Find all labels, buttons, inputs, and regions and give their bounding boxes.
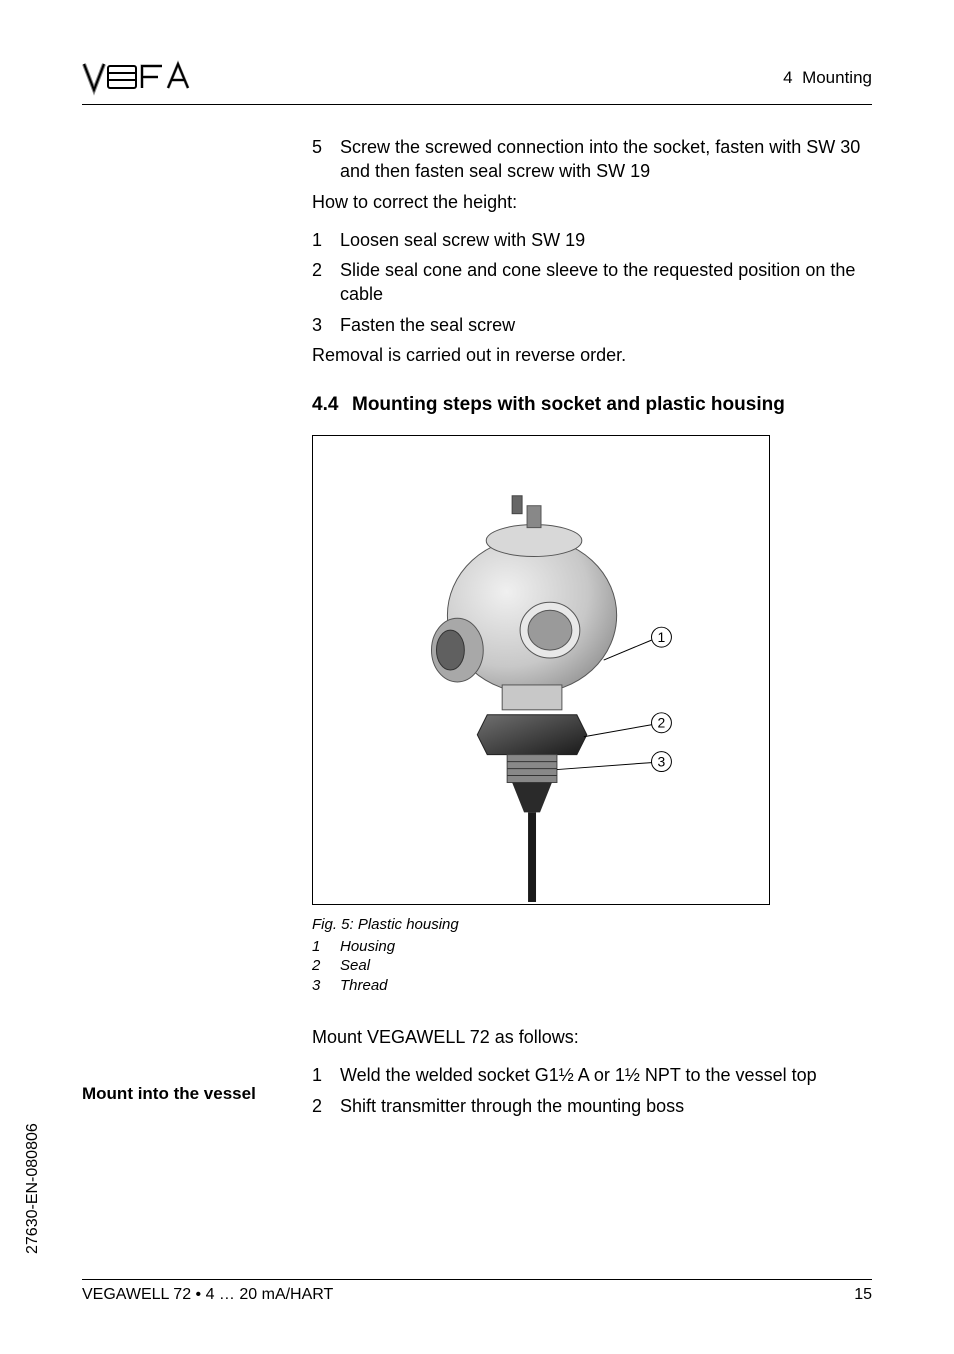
callout-2: 2 [657, 715, 665, 731]
figure-legend-item: 1 Housing [312, 937, 872, 957]
vega-logo [82, 60, 202, 96]
paragraph: Removal is carried out in reverse order. [312, 343, 872, 367]
figure-legend-item: 3 Thread [312, 976, 872, 996]
section-title: Mounting steps with socket and plastic h… [352, 393, 785, 417]
list-item: 3 Fasten the seal screw [312, 313, 872, 337]
side-heading: Mount into the vessel [82, 1084, 256, 1104]
list-item: 2 Shift transmitter through the mounting… [312, 1094, 872, 1118]
list-text: Fasten the seal screw [340, 313, 515, 337]
list-text: Loosen seal screw with SW 19 [340, 228, 585, 252]
section-num: 4.4 [312, 393, 352, 417]
figure-legend-text: Seal [340, 956, 370, 976]
list-num: 3 [312, 313, 340, 337]
figure-legend-num: 2 [312, 956, 340, 976]
list-num: 2 [312, 1094, 340, 1118]
paragraph: Mount VEGAWELL 72 as follows: [312, 1025, 872, 1049]
footer-left: VEGAWELL 72 • 4 … 20 mA/HART [82, 1286, 333, 1304]
figure-legend-text: Thread [340, 976, 388, 996]
figure-legend-item: 2 Seal [312, 956, 872, 976]
list-num: 1 [312, 228, 340, 252]
callout-3: 3 [657, 754, 665, 770]
doc-id: 27630-EN-080806 [24, 1123, 42, 1254]
list-text: Shift transmitter through the mounting b… [340, 1094, 684, 1118]
list-text: Weld the welded socket G1½ A or 1½ NPT t… [340, 1063, 817, 1087]
header-rule [82, 104, 872, 105]
paragraph: How to correct the height: [312, 190, 872, 214]
section-heading: 4.4 Mounting steps with socket and plast… [312, 393, 872, 417]
list-item: 2 Slide seal cone and cone sleeve to the… [312, 258, 872, 307]
page-number: 15 [854, 1286, 872, 1304]
footer: VEGAWELL 72 • 4 … 20 mA/HART 15 [82, 1279, 872, 1304]
figure: 1 2 3 [312, 435, 770, 905]
list-num: 1 [312, 1063, 340, 1087]
figure-legend-num: 1 [312, 937, 340, 957]
header-chapter: 4 Mounting [783, 68, 872, 88]
list-item: 1 Weld the welded socket G1½ A or 1½ NPT… [312, 1063, 872, 1087]
figure-legend-num: 3 [312, 976, 340, 996]
figure-legend-text: Housing [340, 937, 395, 957]
list-num: 2 [312, 258, 340, 307]
header-chapter-title: Mounting [802, 68, 872, 87]
list-item: 5 Screw the screwed connection into the … [312, 135, 872, 184]
list-text: Slide seal cone and cone sleeve to the r… [340, 258, 872, 307]
header-chapter-num: 4 [783, 68, 792, 87]
callout-1: 1 [657, 629, 665, 645]
figure-caption: Fig. 5: Plastic housing [312, 915, 872, 935]
list-num: 5 [312, 135, 340, 184]
list-text: Screw the screwed connection into the so… [340, 135, 872, 184]
list-item: 1 Loosen seal screw with SW 19 [312, 228, 872, 252]
footer-rule [82, 1279, 872, 1280]
